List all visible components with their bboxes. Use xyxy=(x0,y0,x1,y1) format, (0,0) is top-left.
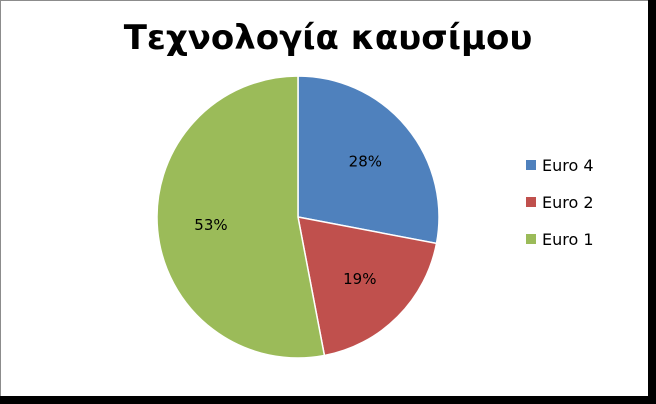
legend-swatch xyxy=(526,160,536,170)
pie-slice-euro-1 xyxy=(156,75,326,359)
data-label-euro-1: 53% xyxy=(194,216,227,234)
chart-shadow-bottom xyxy=(0,396,656,404)
legend-item-euro-2: Euro 2 xyxy=(526,192,594,212)
data-label-euro-4: 28% xyxy=(349,152,382,170)
pie-slice-euro-4 xyxy=(297,75,440,245)
legend-swatch xyxy=(526,234,536,244)
chart-shadow-right xyxy=(648,0,656,404)
legend: Euro 4 Euro 2 Euro 1 xyxy=(526,155,594,266)
pie-slice-euro-2 xyxy=(297,216,438,357)
legend-swatch xyxy=(526,197,536,207)
data-label-euro-2: 19% xyxy=(343,270,376,288)
legend-label: Euro 4 xyxy=(542,155,594,175)
chart-title: Τεχνολογία καυσίμου xyxy=(123,18,533,58)
legend-item-euro-4: Euro 4 xyxy=(526,155,594,175)
legend-label: Euro 2 xyxy=(542,192,594,212)
legend-item-euro-1: Euro 1 xyxy=(526,229,594,249)
legend-label: Euro 1 xyxy=(542,229,594,249)
